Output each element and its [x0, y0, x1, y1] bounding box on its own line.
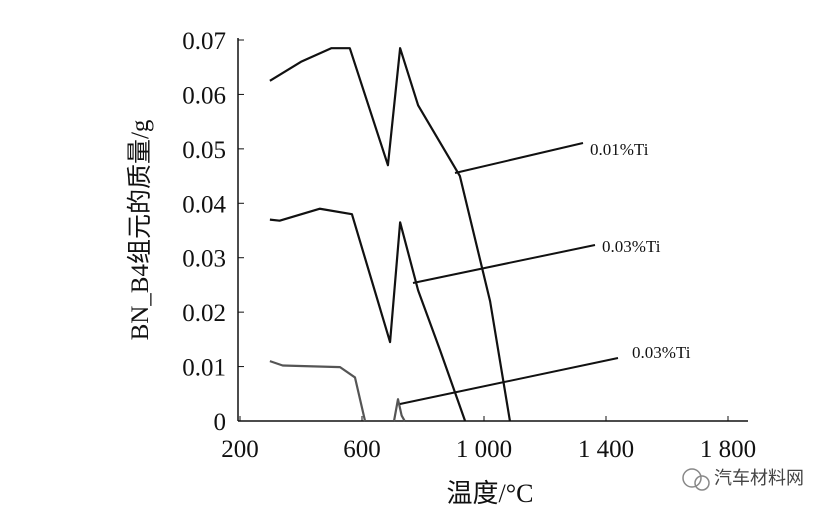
- series-label: 0.03%Ti: [602, 237, 661, 256]
- x-tick-label: 1 400: [578, 436, 634, 463]
- x-tick-label: 1 000: [456, 436, 512, 463]
- x-axis-label: 温度/°C: [447, 479, 534, 508]
- y-tick-label: 0.05: [182, 137, 226, 164]
- x-tick-label: 1 800: [700, 436, 756, 463]
- y-tick-label: 0.03: [182, 246, 226, 273]
- watermark: 汽车材料网: [714, 468, 804, 488]
- leader-line: [412, 244, 596, 284]
- series-line: [269, 207, 467, 422]
- leader-line: [399, 357, 619, 405]
- series-label: 0.01%Ti: [590, 140, 649, 159]
- y-tick-label: 0.06: [182, 82, 226, 109]
- y-axis-label: BN_B4组元的质量/g: [126, 119, 154, 340]
- y-tick-label: 0.02: [182, 300, 226, 327]
- series-line: [269, 360, 406, 422]
- series-label: 0.03%Ti: [632, 343, 691, 362]
- watermark-icon: [682, 468, 710, 491]
- y-tick-label: 0: [214, 409, 227, 436]
- series-line: [269, 47, 512, 422]
- x-tick-label: 600: [343, 436, 381, 463]
- y-tick-label: 0.04: [182, 191, 226, 218]
- y-tick-label: 0.07: [182, 28, 226, 55]
- leader-line: [454, 142, 584, 174]
- y-tick-label: 0.01: [182, 355, 226, 382]
- x-tick-label: 200: [221, 436, 259, 463]
